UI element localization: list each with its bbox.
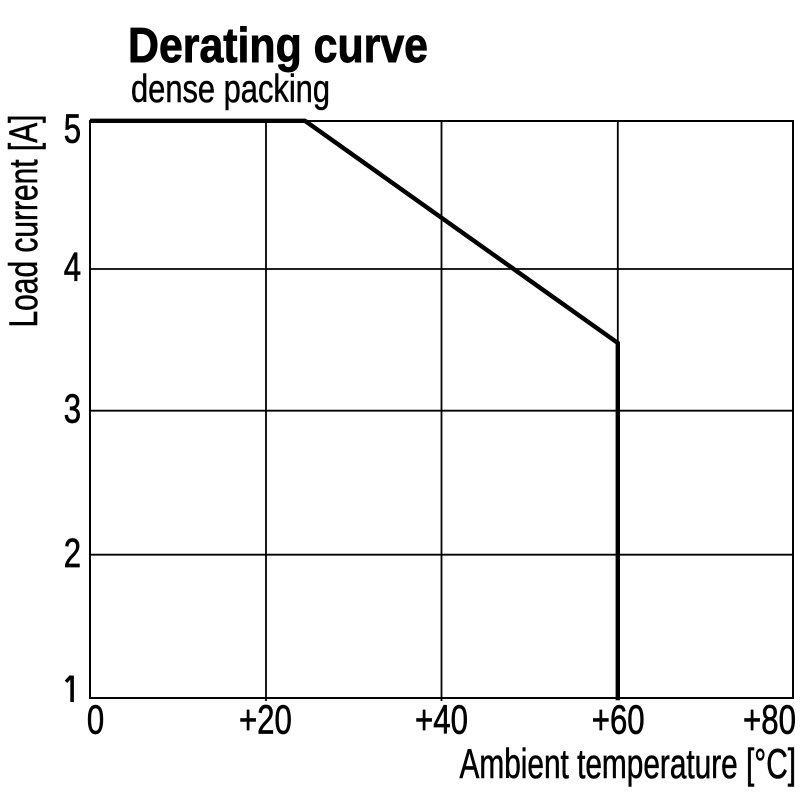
svg-text:Derating curve: Derating curve (128, 18, 428, 73)
svg-text:5: 5 (64, 105, 81, 151)
svg-text:dense packing: dense packing (131, 68, 330, 111)
svg-text:+20: +20 (239, 697, 292, 743)
svg-text:3: 3 (64, 385, 81, 431)
svg-text:Ambient temperature [°C]: Ambient temperature [°C] (460, 741, 797, 787)
svg-text:Load current [A]: Load current [A] (2, 115, 46, 328)
svg-text:4: 4 (64, 244, 81, 290)
svg-text:0: 0 (87, 697, 104, 743)
svg-text:2: 2 (64, 530, 81, 576)
svg-text:+60: +60 (592, 697, 645, 743)
svg-text:+40: +40 (415, 697, 468, 743)
svg-text:+80: +80 (743, 697, 796, 743)
